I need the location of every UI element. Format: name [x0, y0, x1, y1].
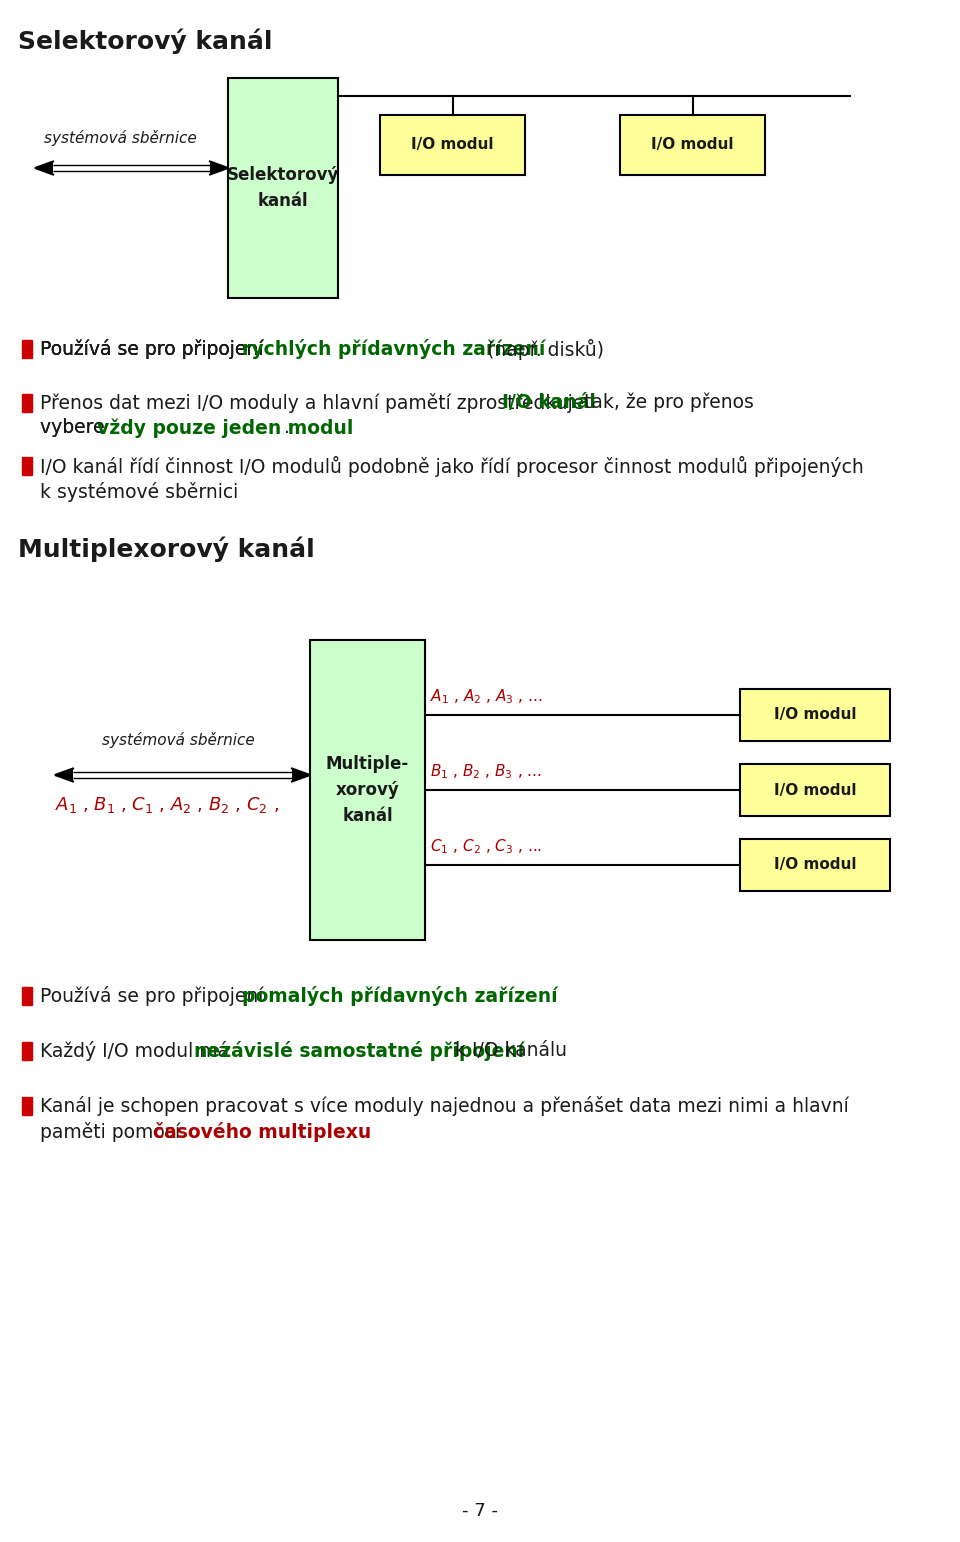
Text: I/O modul: I/O modul [411, 137, 493, 153]
Bar [22, 1042, 32, 1059]
Text: I/O kanál řídí činnost I/O modulů podobně jako řídí procesor činnost modulů přip: I/O kanál řídí činnost I/O modulů podobn… [40, 456, 864, 476]
Polygon shape [55, 768, 73, 782]
Text: tak, že pro přenos: tak, že pro přenos [578, 393, 755, 413]
Text: vybere: vybere [40, 418, 110, 436]
Text: Multiplexorový kanál: Multiplexorový kanál [18, 537, 315, 563]
Bar [740, 689, 890, 742]
Text: vždy pouze jeden modul: vždy pouze jeden modul [97, 418, 353, 438]
Bar [22, 987, 32, 1005]
Bar [22, 456, 32, 475]
Text: Kanál je schopen pracovat s více moduly najednou a přenášet data mezi nimi a hla: Kanál je schopen pracovat s více moduly … [40, 1096, 849, 1116]
Text: Používá se pro připojení: Používá se pro připojení [40, 339, 270, 359]
Text: rychlých přídavných zařízení: rychlých přídavných zařízení [243, 339, 546, 359]
Text: $\mathit{A_1}$ , $\mathit{B_1}$ , $\mathit{C_1}$ , $\mathit{A_2}$ , $\mathit{B_2: $\mathit{A_1}$ , $\mathit{B_1}$ , $\math… [55, 796, 279, 816]
Polygon shape [292, 768, 310, 782]
Text: Každý I/O modul má: Každý I/O modul má [40, 1041, 235, 1061]
Text: paměti pomocí: paměti pomocí [40, 1123, 186, 1143]
Text: k I/O kanálu: k I/O kanálu [449, 1041, 567, 1059]
Text: pomalých přídavných zařízení: pomalých přídavných zařízení [243, 985, 558, 1005]
Text: k systémové sběrnici: k systémové sběrnici [40, 483, 238, 503]
Text: $\mathit{A_1}$ , $\mathit{A_2}$ , $\mathit{A_3}$ , ...: $\mathit{A_1}$ , $\mathit{A_2}$ , $\math… [430, 688, 542, 706]
Text: Multiple-
xorový
kanál: Multiple- xorový kanál [325, 754, 409, 825]
Bar [740, 763, 890, 816]
Text: Selektorový
kanál: Selektorový kanál [227, 167, 339, 210]
Text: I/O modul: I/O modul [651, 137, 733, 153]
Text: (např. disků): (např. disků) [481, 339, 604, 359]
Text: Selektorový kanál: Selektorový kanál [18, 28, 273, 54]
Text: Používá se pro připojení: Používá se pro připojení [40, 339, 270, 359]
Bar [22, 1096, 32, 1115]
Bar [310, 640, 425, 941]
Text: časového multiplexu: časového multiplexu [154, 1123, 372, 1143]
Text: $\mathit{B_1}$ , $\mathit{B_2}$ , $\mathit{B_3}$ , ...: $\mathit{B_1}$ , $\mathit{B_2}$ , $\math… [430, 762, 541, 780]
Text: Používá se pro připojení rychlých přídavných zařízení: Používá se pro připojení rychlých přídav… [40, 339, 606, 359]
Bar [22, 339, 32, 358]
Text: I/O modul: I/O modul [774, 782, 856, 797]
Text: - 7 -: - 7 - [462, 1502, 498, 1520]
Text: I/O kanál: I/O kanál [502, 393, 595, 412]
Text: systémová sběrnice: systémová sběrnice [43, 130, 197, 146]
Text: I/O modul: I/O modul [774, 857, 856, 873]
Text: Používá se pro připojení: Používá se pro připojení [40, 339, 270, 359]
Text: I/O modul: I/O modul [774, 708, 856, 723]
Text: $\mathit{C_1}$ , $\mathit{C_2}$ , $\mathit{C_3}$ , ...: $\mathit{C_1}$ , $\mathit{C_2}$ , $\math… [430, 837, 542, 856]
Text: vybere: vybere [40, 418, 110, 436]
Bar [22, 395, 32, 412]
Polygon shape [210, 162, 228, 174]
Text: systémová sběrnice: systémová sběrnice [102, 732, 254, 748]
Text: .: . [284, 418, 290, 436]
Polygon shape [35, 162, 53, 174]
Text: Používá se pro připojení: Používá se pro připojení [40, 985, 270, 1005]
Text: Přenos dat mezi I/O moduly a hlavní pamětí zprostředkuje: Přenos dat mezi I/O moduly a hlavní pamě… [40, 393, 590, 413]
Text: nezávislé samostatné připojení: nezávislé samostatné připojení [194, 1041, 524, 1061]
Bar [228, 79, 338, 298]
Bar [740, 839, 890, 891]
Bar [620, 116, 765, 174]
Bar [380, 116, 525, 174]
